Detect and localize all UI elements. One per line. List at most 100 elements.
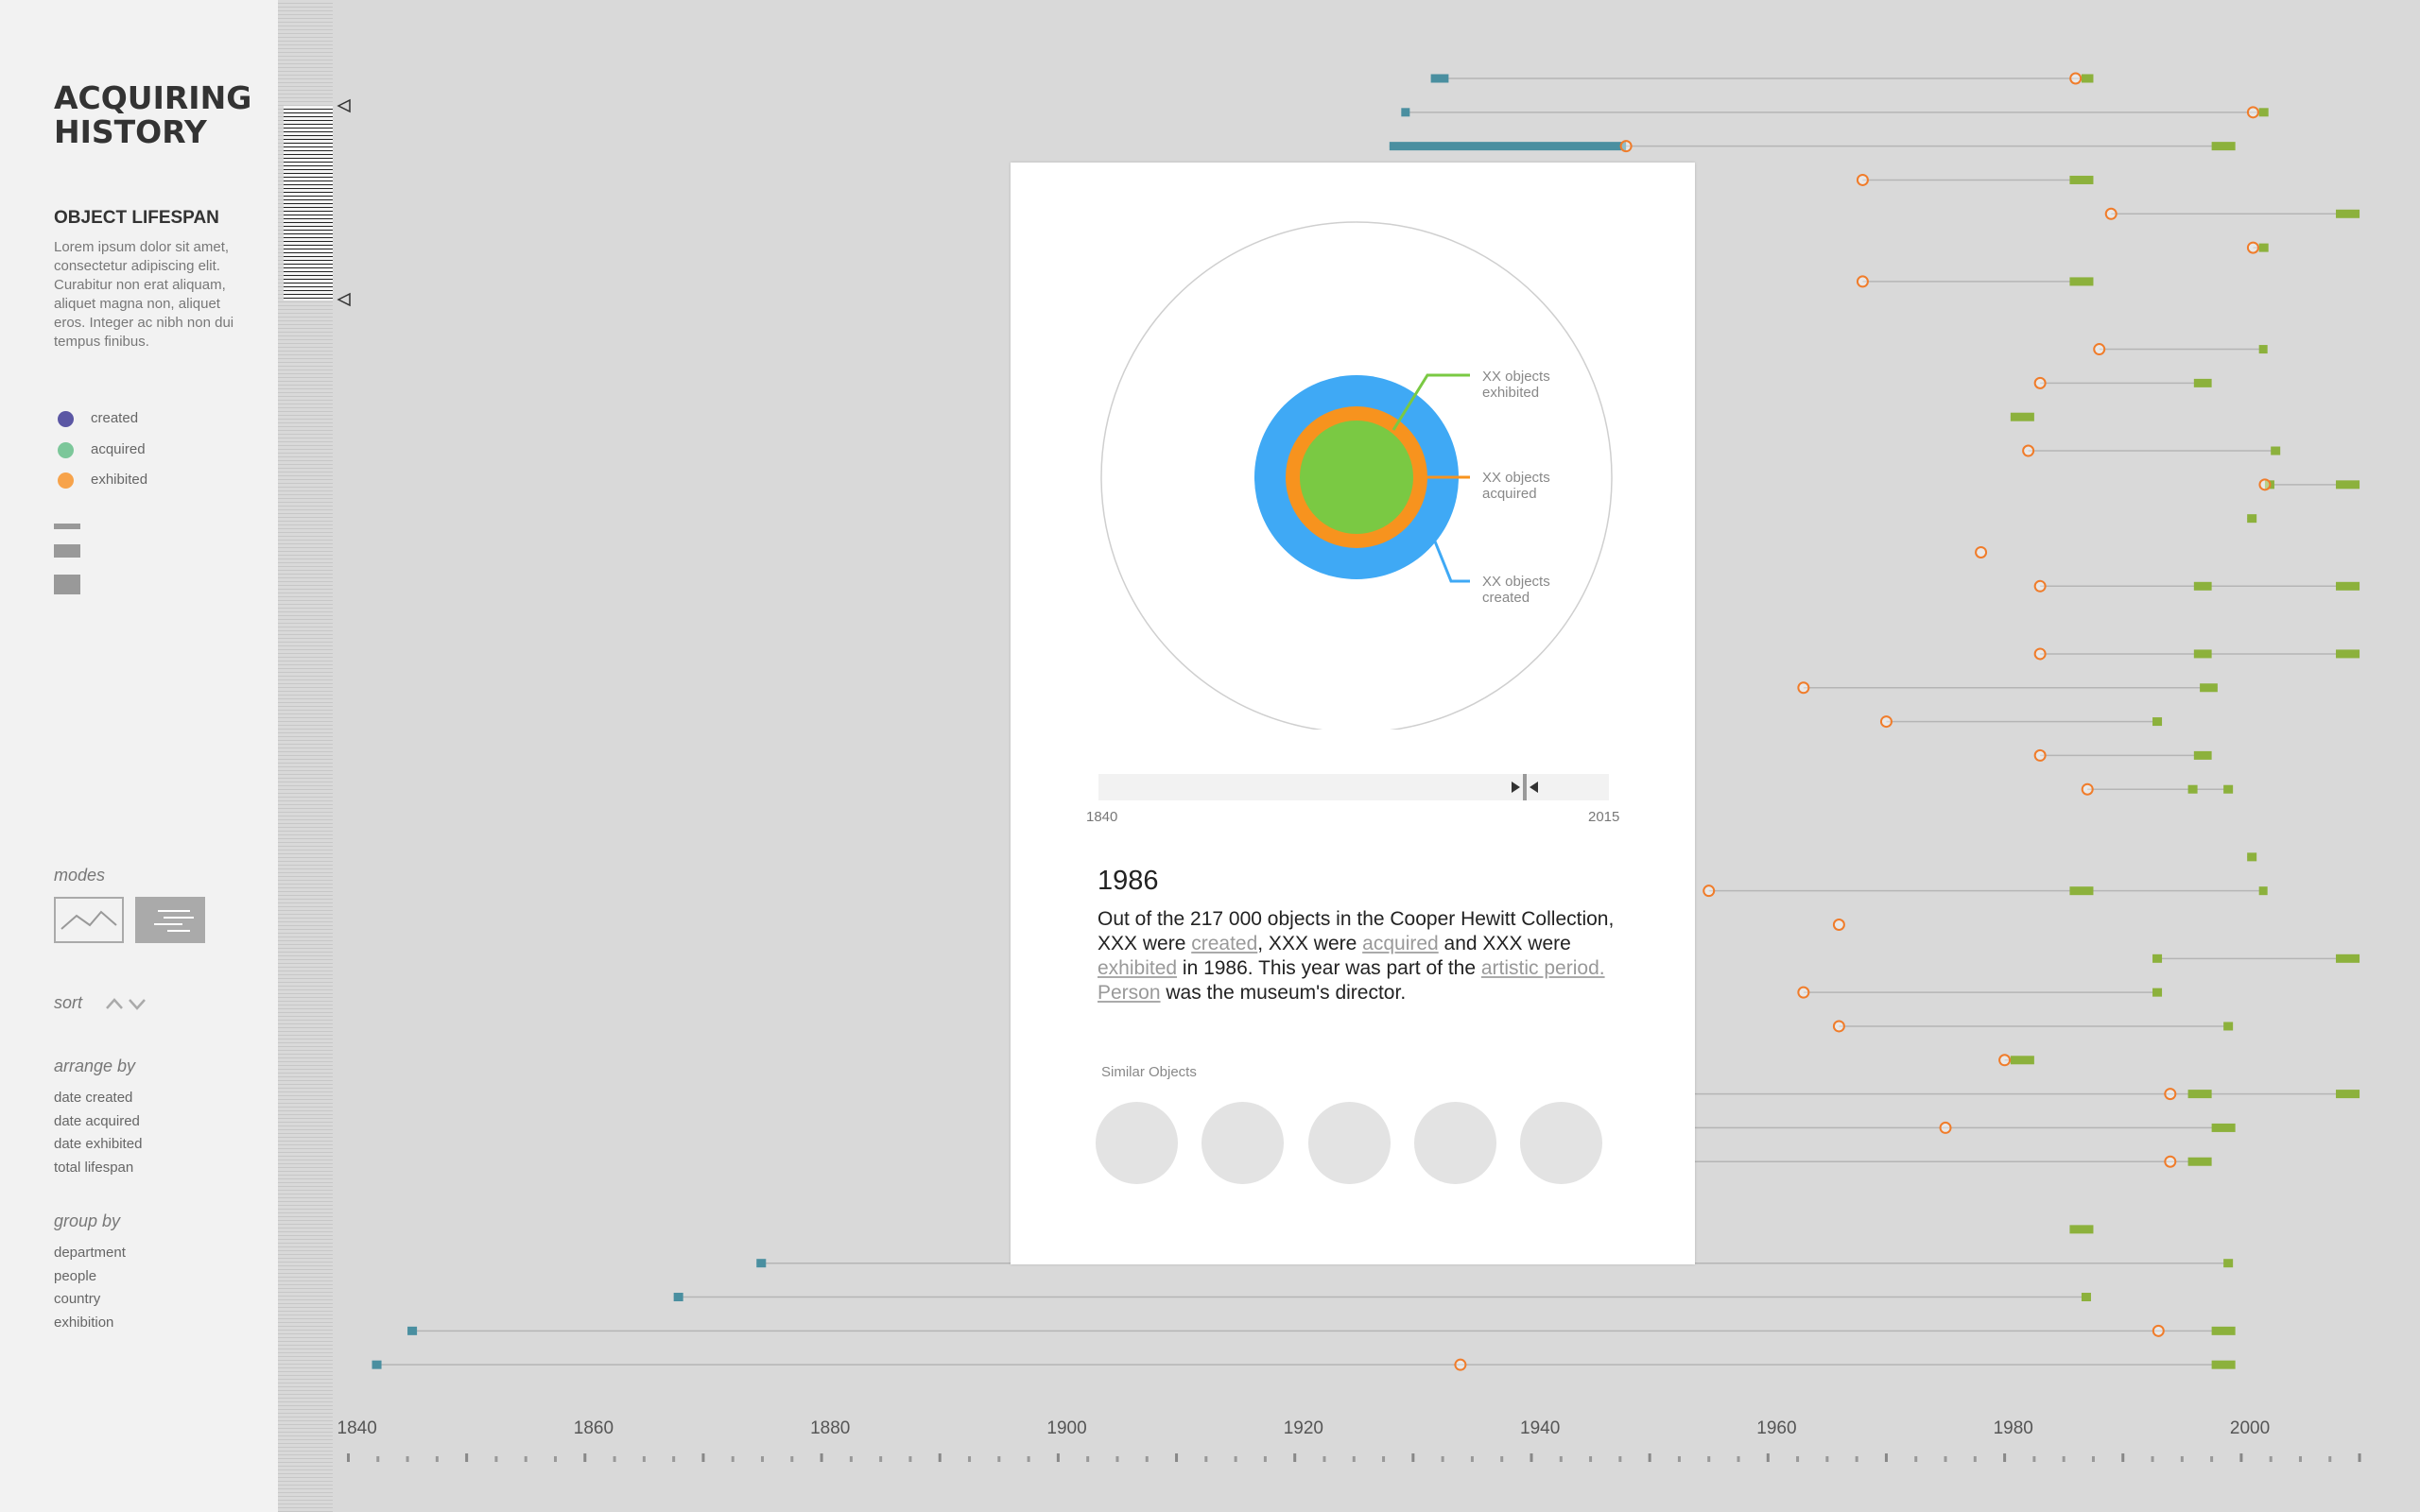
x-tick	[1352, 1456, 1356, 1462]
table-row[interactable]	[372, 1358, 2236, 1371]
group-department[interactable]: department	[54, 1245, 126, 1261]
table-row[interactable]	[2247, 514, 2257, 524]
table-row[interactable]	[1832, 1020, 2234, 1033]
x-tick	[554, 1456, 558, 1462]
table-row[interactable]	[2152, 954, 2360, 963]
x-tick	[406, 1456, 409, 1462]
similar-object-thumb[interactable]	[1414, 1102, 1496, 1184]
x-tick	[2003, 1453, 2007, 1462]
created-dot-icon	[58, 411, 74, 427]
exhibited-mark	[2336, 209, 2360, 218]
x-tick	[701, 1453, 705, 1462]
mode-line-button[interactable]	[54, 897, 124, 943]
table-row[interactable]	[2022, 444, 2281, 457]
exhibited-dot-icon	[58, 472, 74, 489]
table-row[interactable]	[1797, 681, 2218, 695]
exhibited-mark	[2187, 784, 2198, 794]
created-mark	[1389, 142, 1627, 151]
x-tick	[2151, 1456, 2154, 1462]
mode-timeline-button[interactable]	[135, 897, 205, 943]
table-row[interactable]	[1703, 885, 2268, 898]
table-row[interactable]	[2033, 748, 2212, 762]
exhibited-mark	[2211, 1326, 2236, 1335]
x-tick	[347, 1453, 350, 1462]
arrange-date-created[interactable]: date created	[54, 1090, 133, 1106]
table-row[interactable]	[1832, 919, 1845, 931]
table-row[interactable]	[2069, 1225, 2094, 1234]
acquired-mark	[2104, 207, 2118, 220]
exhibited-mark	[2336, 649, 2360, 659]
period-link[interactable]: artistic period.	[1480, 957, 1605, 979]
table-row[interactable]	[1797, 986, 2163, 999]
acquired-mark	[2033, 579, 2047, 593]
x-tick	[494, 1456, 498, 1462]
acquired-link[interactable]: acquired	[1362, 933, 1439, 954]
table-row[interactable]	[2033, 647, 2360, 661]
x-tick	[2180, 1456, 2184, 1462]
x-tick-label: 1860	[574, 1418, 614, 1438]
created-mark	[673, 1293, 683, 1302]
table-row[interactable]	[1998, 1054, 2034, 1067]
person-link[interactable]: Person	[1098, 982, 1161, 1004]
window-bottom-handle-icon[interactable]	[337, 292, 352, 307]
table-row[interactable]	[407, 1324, 2236, 1337]
table-row[interactable]	[2093, 343, 2268, 356]
similar-object-thumb[interactable]	[1308, 1102, 1391, 1184]
x-tick-label: 1900	[1046, 1418, 1086, 1438]
x-tick	[1175, 1453, 1179, 1462]
arrange-date-exhibited[interactable]: date exhibited	[54, 1136, 143, 1152]
table-row[interactable]	[1856, 173, 2094, 186]
created-link[interactable]: created	[1191, 933, 1258, 954]
exhibited-ring[interactable]	[1300, 421, 1413, 534]
exhibited-mark	[2336, 581, 2360, 591]
table-row[interactable]	[2033, 579, 2360, 593]
table-row[interactable]	[1389, 140, 2236, 153]
group-exhibition[interactable]: exhibition	[54, 1314, 114, 1331]
table-row[interactable]	[1856, 275, 2094, 288]
table-row[interactable]	[2246, 241, 2269, 254]
x-tick	[761, 1456, 765, 1462]
exhibited-mark	[2258, 886, 2268, 896]
x-tick	[1115, 1456, 1119, 1462]
group-people[interactable]: people	[54, 1268, 97, 1284]
x-tick-label: 1880	[810, 1418, 850, 1438]
acquired-mark	[2069, 72, 2083, 85]
slider-handle-icon[interactable]	[1506, 774, 1544, 800]
table-row[interactable]	[1401, 106, 2269, 119]
table-row[interactable]	[2033, 376, 2212, 389]
similar-object-thumb[interactable]	[1520, 1102, 1602, 1184]
table-row[interactable]	[1430, 72, 2094, 85]
exhibited-mark	[2152, 954, 2163, 963]
exhibited-mark	[2193, 649, 2212, 659]
overview-window[interactable]	[284, 106, 333, 301]
x-tick	[908, 1456, 912, 1462]
arrange-date-acquired[interactable]: date acquired	[54, 1113, 140, 1129]
x-tick	[2091, 1456, 2095, 1462]
x-tick	[1648, 1453, 1651, 1462]
slider-end-label: 2015	[1588, 809, 1620, 825]
exhibited-link[interactable]: exhibited	[1098, 957, 1178, 979]
arrange-total-lifespan[interactable]: total lifespan	[54, 1160, 134, 1176]
similar-object-thumb[interactable]	[1201, 1102, 1284, 1184]
x-tick	[731, 1456, 735, 1462]
acquired-mark	[2152, 1324, 2165, 1337]
similar-object-thumb[interactable]	[1096, 1102, 1178, 1184]
x-tick	[1677, 1456, 1681, 1462]
acquired-mark	[1832, 1020, 1845, 1033]
window-top-handle-icon[interactable]	[337, 98, 352, 113]
sort-arrows-icon[interactable]	[105, 994, 152, 1013]
table-row[interactable]	[1975, 545, 1988, 558]
table-row[interactable]	[2258, 478, 2360, 491]
table-row[interactable]	[2010, 412, 2034, 421]
table-row[interactable]	[2247, 852, 2257, 862]
group-country[interactable]: country	[54, 1291, 101, 1307]
table-row[interactable]	[1879, 715, 2163, 729]
table-row[interactable]	[2081, 782, 2234, 796]
exhibited-mark	[2336, 1090, 2360, 1099]
thickness-small-icon	[54, 524, 80, 529]
table-row[interactable]	[673, 1293, 2091, 1302]
table-row[interactable]	[2104, 207, 2360, 220]
year-slider[interactable]	[1098, 774, 1609, 800]
x-tick	[1589, 1456, 1593, 1462]
exhibited-mark	[2258, 243, 2269, 252]
